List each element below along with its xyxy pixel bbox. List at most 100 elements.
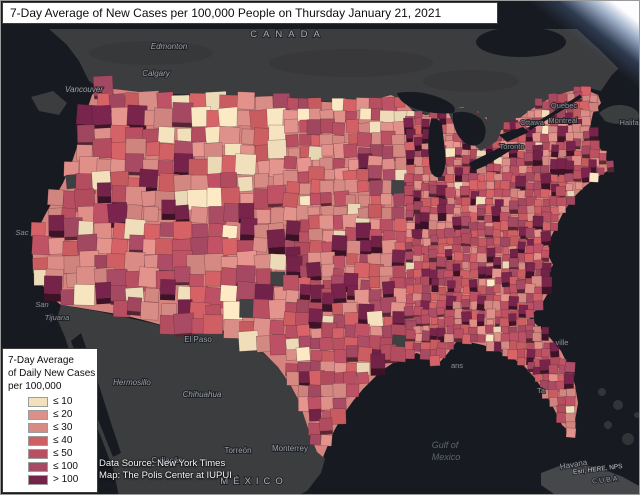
map-label: CANADA [250,29,326,40]
county [171,101,194,124]
map-title: 7-Day Average of New Cases per 100,000 P… [10,6,442,20]
county [285,349,298,361]
county [308,408,322,422]
county [493,285,501,293]
county [516,357,526,366]
county [606,160,615,169]
attribution-source: Data Source: New York Times [99,458,226,469]
county [461,299,470,308]
county [237,176,254,192]
map-labels: CANADA Edmonton Calgary Vancouver Quebec Otta… [15,28,639,488]
legend-label: ≤ 100 [53,461,78,472]
county [368,275,382,289]
county [254,173,270,189]
county [62,240,78,257]
county [255,268,272,285]
county [286,255,303,273]
county [486,308,497,319]
county [436,327,447,338]
county [589,127,599,137]
county [509,248,519,258]
county [588,159,597,168]
county [476,313,485,322]
county [532,149,544,161]
county [297,171,310,184]
county [392,144,406,158]
county [540,268,551,278]
county [48,214,65,231]
county [469,318,478,328]
county [516,279,527,290]
county [507,216,519,228]
county [541,276,553,288]
county [542,222,551,231]
county [565,412,576,424]
legend-swatch [28,422,48,433]
county [532,215,544,227]
county [531,275,543,287]
county [321,144,334,157]
county [419,349,431,361]
legend-swatch [28,448,48,459]
county [91,104,112,126]
county [502,260,511,269]
county [357,207,370,220]
county [478,278,487,287]
county [283,118,299,134]
county [298,371,311,383]
county [548,364,559,375]
map-label: ville [556,338,569,347]
county [345,119,360,133]
map-label: San [35,300,48,309]
county [476,295,487,305]
county [219,172,238,190]
county [305,261,322,278]
map-label: Quebec [551,101,578,110]
legend-item: ≤ 20 [28,409,94,420]
county [345,383,360,398]
county [333,110,346,123]
legend-swatch [28,396,48,407]
county [558,149,567,158]
county [295,346,311,362]
legend-swatch [28,435,48,446]
county [525,245,535,254]
county [368,165,382,179]
county [156,253,175,272]
county [413,136,423,146]
county [318,417,333,432]
county [499,300,510,311]
map-label: Mexico [432,452,461,462]
county [392,311,406,324]
legend-item: ≤ 50 [28,448,94,459]
county [298,335,312,349]
county [484,324,495,334]
county [461,261,470,269]
county [573,170,582,180]
county [485,333,495,343]
map-label: El Paso [184,335,212,344]
county [381,280,396,295]
map-label: Edmonton [151,42,188,51]
map-label: Hermosillo [113,378,151,387]
county [405,329,416,340]
county [485,180,495,190]
county [157,126,176,144]
county [405,284,415,294]
map-label: ans [451,361,463,370]
county [596,167,605,176]
county [405,149,416,160]
county [106,202,129,224]
legend-label: ≤ 50 [53,448,73,459]
county [581,116,592,126]
county [421,182,430,192]
county [143,206,159,222]
county [491,205,502,217]
map-label: Ottawa [520,118,545,127]
county [589,140,600,151]
county [324,168,336,181]
county [435,256,448,268]
county [525,262,536,273]
county [557,125,569,137]
county [356,371,370,385]
